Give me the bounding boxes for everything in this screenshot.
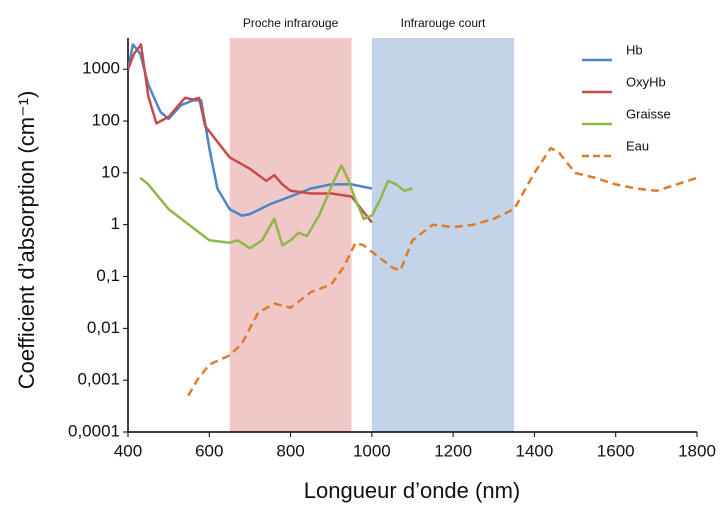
region [371, 38, 515, 432]
x-tick-label: 600 [195, 441, 223, 460]
legend-label: OxyHb [626, 74, 666, 89]
x-axis-label: Longueur d’onde (nm) [304, 478, 520, 503]
x-tick-label: 1000 [353, 441, 391, 460]
x-tick-label: 1200 [434, 441, 472, 460]
y-tick-label: 0,0001 [68, 421, 120, 440]
y-tick-label: 1000 [82, 59, 120, 78]
y-axis-label: Coefficient d’absorption (cm⁻¹) [14, 91, 39, 390]
series-line [139, 164, 413, 250]
legend-label: Eau [626, 138, 649, 153]
region [229, 38, 352, 432]
region-label: Infrarouge court [401, 16, 486, 30]
series-line [187, 146, 698, 397]
y-tick-label: 10 [101, 162, 120, 181]
x-tick-label: 1600 [597, 441, 635, 460]
legend-label: Graisse [626, 106, 671, 121]
x-tick-label: 800 [276, 441, 304, 460]
x-tick-label: 400 [114, 441, 142, 460]
y-tick-label: 100 [92, 111, 120, 130]
region-label: Proche infrarouge [243, 16, 339, 30]
y-tick-label: 0,1 [96, 266, 120, 285]
y-tick-label: 1 [111, 214, 120, 233]
x-tick-label: 1400 [516, 441, 554, 460]
y-tick-label: 0,01 [87, 318, 120, 337]
legend-label: Hb [626, 42, 643, 57]
y-tick-label: 0,001 [77, 370, 120, 389]
x-tick-label: 1800 [678, 441, 716, 460]
series-line [128, 43, 373, 217]
series-line [128, 43, 373, 224]
